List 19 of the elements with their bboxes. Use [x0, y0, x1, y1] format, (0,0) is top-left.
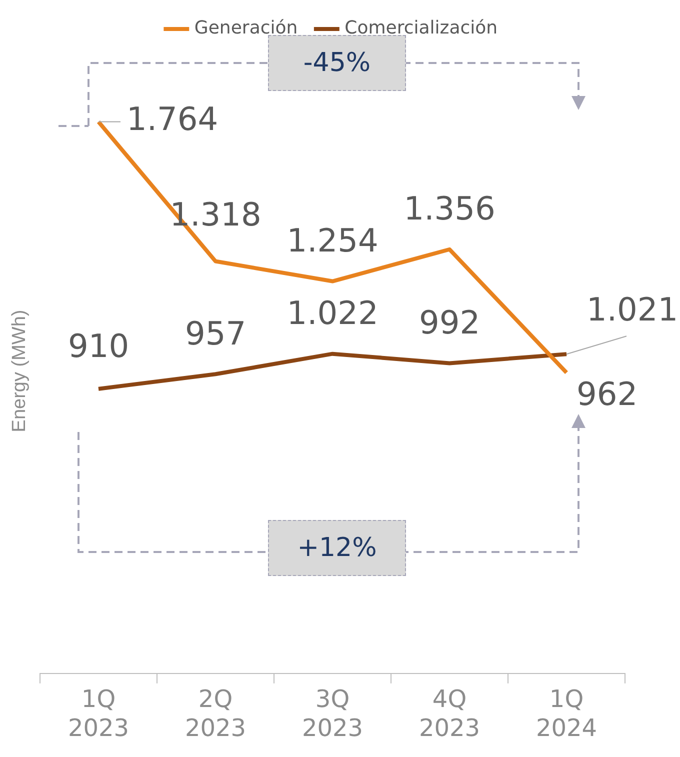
legend-label: Generación — [194, 18, 298, 39]
x-tick-label: 1Q 2023 — [68, 685, 130, 742]
data-label: 910 — [68, 327, 130, 366]
data-label: 957 — [184, 314, 246, 352]
x-tick-label: 2Q 2023 — [184, 685, 246, 742]
data-label: 1.356 — [404, 190, 496, 228]
data-label: 962 — [576, 374, 638, 413]
data-label: 1.254 — [286, 222, 378, 260]
x-tick-label: 3Q 2023 — [302, 685, 364, 742]
data-label: 1.764 — [126, 100, 218, 138]
y-axis-title: Energy (MWh) — [9, 308, 31, 434]
text: -45% — [303, 48, 371, 78]
legend-label: Comercialización — [344, 18, 498, 39]
data-label: 992 — [418, 304, 480, 342]
data-label: 1.021 — [586, 290, 678, 328]
x-tick-label: 1Q 2024 — [536, 685, 598, 742]
data-label: 1.022 — [286, 294, 378, 332]
x-tick-label: 4Q 2023 — [418, 685, 480, 742]
text: +12% — [268, 520, 406, 576]
